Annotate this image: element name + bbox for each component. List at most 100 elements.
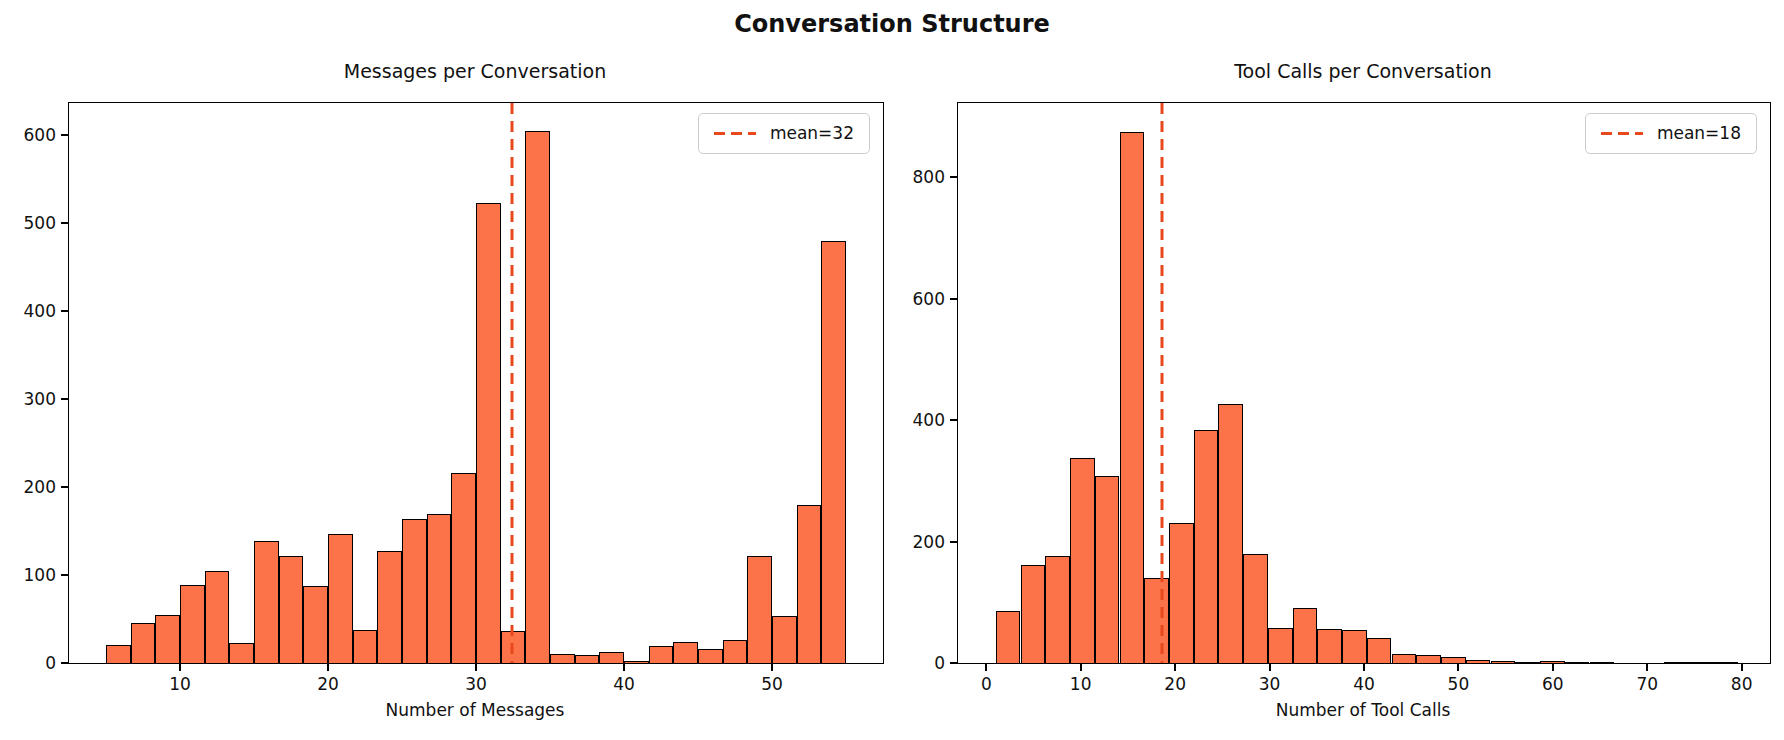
- histogram-bar: [1120, 132, 1145, 664]
- figure: Conversation Structure Messages per Conv…: [0, 0, 1784, 740]
- histogram-bar: [1095, 476, 1120, 663]
- histogram-bar: [797, 505, 822, 664]
- histogram-bar: [229, 643, 254, 663]
- histogram-bar: [649, 646, 674, 663]
- x-tick-mark: [771, 663, 773, 671]
- histogram-bar: [1590, 662, 1615, 663]
- y-tick-mark: [61, 310, 69, 312]
- histogram-bar: [1367, 638, 1392, 663]
- left-legend-label: mean=32: [770, 123, 854, 144]
- x-tick-label: 40: [613, 674, 635, 694]
- histogram-bar: [328, 534, 353, 663]
- histogram-bar: [1169, 523, 1194, 663]
- x-tick-mark: [1269, 663, 1271, 671]
- y-tick-mark: [61, 662, 69, 664]
- x-tick-label: 10: [169, 674, 191, 694]
- left-legend: mean=32: [698, 113, 870, 154]
- right-legend: mean=18: [1585, 113, 1757, 154]
- x-tick-label: 20: [1164, 674, 1186, 694]
- histogram-bar: [1515, 662, 1540, 663]
- mean-line-swatch: [1601, 132, 1643, 135]
- histogram-bar: [599, 652, 624, 663]
- x-tick-label: 0: [981, 674, 992, 694]
- y-tick-label: 300: [24, 389, 56, 409]
- histogram-bar: [772, 616, 797, 663]
- x-tick-mark: [1552, 663, 1554, 671]
- histogram-bar: [821, 241, 846, 663]
- x-tick-label: 20: [317, 674, 339, 694]
- histogram-bar: [1021, 565, 1046, 663]
- histogram-bar: [1491, 661, 1516, 663]
- histogram-bar: [673, 642, 698, 663]
- left-chart-title: Messages per Conversation: [68, 57, 882, 85]
- y-tick-label: 200: [24, 477, 56, 497]
- y-tick-mark: [61, 574, 69, 576]
- y-tick-mark: [61, 486, 69, 488]
- figure-title: Conversation Structure: [0, 8, 1784, 40]
- y-tick-mark: [950, 419, 958, 421]
- mean-line-swatch: [714, 132, 756, 135]
- y-tick-label: 400: [24, 301, 56, 321]
- x-tick-mark: [1646, 663, 1648, 671]
- histogram-bar: [501, 631, 526, 663]
- histogram-bar: [525, 131, 550, 663]
- y-tick-label: 100: [24, 565, 56, 585]
- right-plot-area: mean=18 010203040506070800200400600800: [957, 102, 1771, 664]
- histogram-bar: [1218, 404, 1243, 663]
- histogram-bar: [1070, 458, 1095, 663]
- histogram-bar: [476, 203, 501, 664]
- histogram-bar: [353, 630, 378, 664]
- histogram-bar: [1565, 662, 1590, 663]
- x-tick-mark: [985, 663, 987, 671]
- histogram-bar: [1392, 654, 1417, 663]
- y-tick-mark: [950, 541, 958, 543]
- histogram-bar: [996, 611, 1021, 663]
- y-tick-label: 0: [45, 653, 56, 673]
- x-tick-mark: [1174, 663, 1176, 671]
- histogram-bar: [155, 615, 180, 663]
- histogram-bar: [1664, 662, 1689, 663]
- histogram-bar: [550, 654, 575, 663]
- histogram-bar: [1045, 556, 1070, 663]
- x-tick-mark: [1457, 663, 1459, 671]
- y-tick-label: 500: [24, 213, 56, 233]
- x-tick-label: 70: [1636, 674, 1658, 694]
- x-tick-label: 80: [1731, 674, 1753, 694]
- left-x-axis-label: Number of Messages: [68, 699, 882, 721]
- x-tick-mark: [1363, 663, 1365, 671]
- histogram-bar: [698, 649, 723, 663]
- histogram-bar: [402, 519, 427, 663]
- histogram-bar: [1268, 628, 1293, 663]
- right-legend-label: mean=18: [1657, 123, 1741, 144]
- histogram-bar: [427, 514, 452, 663]
- histogram-bar: [624, 661, 649, 663]
- y-tick-label: 600: [913, 289, 945, 309]
- right-x-axis-label: Number of Tool Calls: [957, 699, 1769, 721]
- histogram-bar: [1194, 430, 1219, 663]
- y-tick-mark: [61, 222, 69, 224]
- histogram-bar: [1144, 578, 1169, 663]
- y-tick-label: 0: [934, 653, 945, 673]
- y-tick-mark: [950, 662, 958, 664]
- y-tick-label: 200: [913, 532, 945, 552]
- right-chart-title: Tool Calls per Conversation: [957, 57, 1769, 85]
- histogram-bar: [1243, 554, 1268, 663]
- x-tick-label: 30: [1259, 674, 1281, 694]
- histogram-bar: [106, 645, 131, 664]
- histogram-bar: [1416, 655, 1441, 663]
- y-tick-label: 400: [913, 410, 945, 430]
- x-tick-mark: [475, 663, 477, 671]
- histogram-bar: [1342, 630, 1367, 663]
- histogram-bar: [575, 655, 600, 663]
- y-tick-mark: [61, 134, 69, 136]
- x-tick-label: 30: [465, 674, 487, 694]
- histogram-bar: [1317, 629, 1342, 663]
- histogram-bar: [1688, 662, 1713, 663]
- y-tick-mark: [950, 176, 958, 178]
- histogram-bar: [254, 541, 279, 663]
- y-tick-mark: [950, 298, 958, 300]
- histogram-bar: [1713, 662, 1738, 663]
- histogram-bar: [747, 556, 772, 663]
- histogram-bar: [180, 585, 205, 663]
- y-tick-mark: [61, 398, 69, 400]
